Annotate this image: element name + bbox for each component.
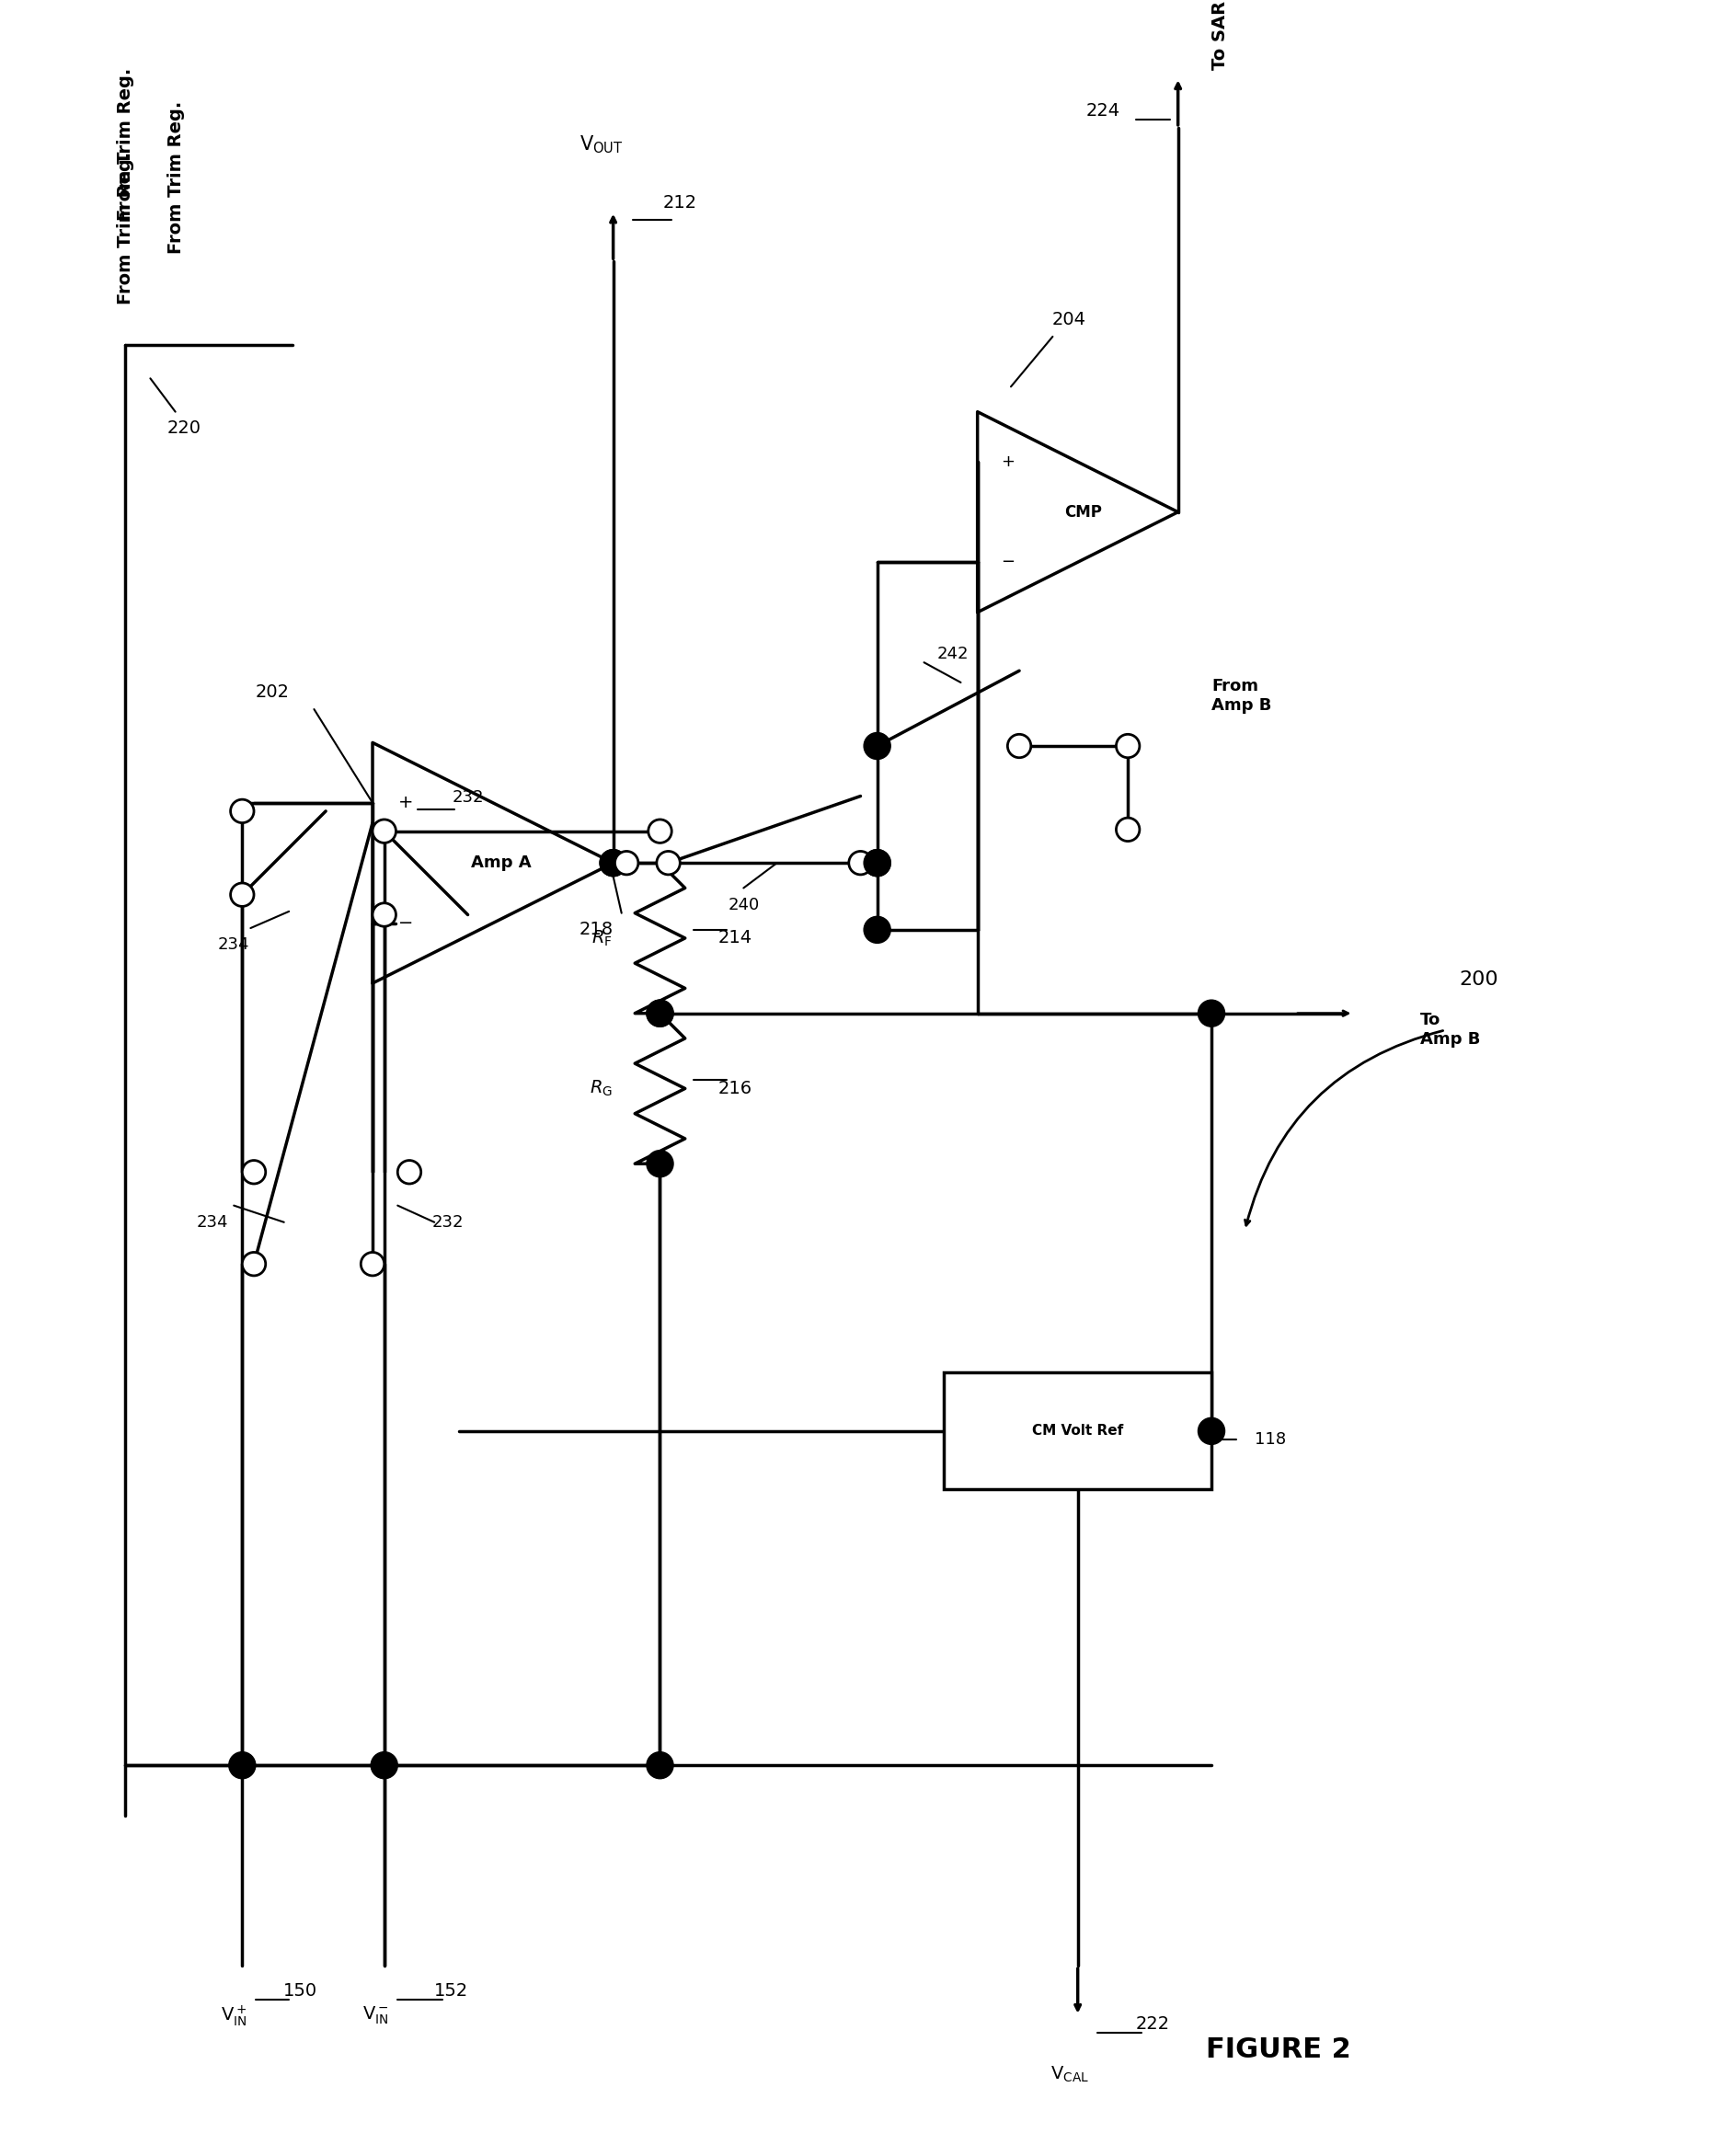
Text: V$_{\rm IN}^+$: V$_{\rm IN}^+$ bbox=[220, 2003, 246, 2029]
Text: 202: 202 bbox=[255, 683, 289, 701]
Text: From
Amp B: From Amp B bbox=[1212, 677, 1272, 714]
Text: 152: 152 bbox=[434, 1981, 468, 1999]
Text: From Trim Reg.: From Trim Reg. bbox=[117, 69, 134, 220]
Circle shape bbox=[243, 1253, 265, 1276]
Circle shape bbox=[601, 849, 626, 875]
Text: CM Volt Ref: CM Volt Ref bbox=[1033, 1425, 1124, 1438]
Circle shape bbox=[864, 849, 890, 875]
Circle shape bbox=[1198, 1419, 1225, 1445]
Text: 232: 232 bbox=[453, 789, 484, 806]
Circle shape bbox=[1198, 1000, 1225, 1026]
Circle shape bbox=[361, 1253, 384, 1276]
Text: 200: 200 bbox=[1459, 970, 1499, 990]
Text: 150: 150 bbox=[284, 1981, 318, 1999]
Text: 214: 214 bbox=[718, 929, 752, 946]
Circle shape bbox=[864, 733, 890, 759]
Circle shape bbox=[372, 1753, 398, 1779]
Text: 234: 234 bbox=[196, 1214, 227, 1231]
Text: From Trim Reg.: From Trim Reg. bbox=[117, 151, 134, 304]
Text: R$_{\rm G}$: R$_{\rm G}$ bbox=[590, 1078, 613, 1097]
Text: 240: 240 bbox=[728, 897, 759, 912]
Circle shape bbox=[657, 852, 680, 875]
Text: 216: 216 bbox=[718, 1080, 752, 1097]
Circle shape bbox=[647, 1151, 673, 1177]
Circle shape bbox=[1117, 735, 1139, 757]
Text: V$_{\rm OUT}$: V$_{\rm OUT}$ bbox=[580, 134, 623, 155]
Text: 220: 220 bbox=[167, 420, 201, 438]
Text: V$_{\rm IN}^-$: V$_{\rm IN}^-$ bbox=[363, 2005, 389, 2027]
Text: 222: 222 bbox=[1136, 2016, 1170, 2033]
Text: 232: 232 bbox=[432, 1214, 463, 1231]
Circle shape bbox=[243, 1160, 265, 1184]
Circle shape bbox=[372, 819, 396, 843]
Text: 212: 212 bbox=[663, 194, 697, 211]
Text: 218: 218 bbox=[580, 921, 614, 938]
Text: 234: 234 bbox=[219, 936, 250, 953]
Text: +: + bbox=[398, 793, 413, 811]
Circle shape bbox=[1117, 817, 1139, 841]
Text: From Trim Reg.: From Trim Reg. bbox=[167, 101, 184, 254]
Text: −: − bbox=[1000, 554, 1014, 571]
Circle shape bbox=[647, 1753, 673, 1779]
FancyBboxPatch shape bbox=[945, 1373, 1212, 1490]
Circle shape bbox=[866, 735, 890, 757]
Circle shape bbox=[601, 849, 626, 875]
Text: To SAR: To SAR bbox=[1212, 2, 1229, 71]
Circle shape bbox=[231, 800, 255, 824]
Circle shape bbox=[229, 1753, 256, 1779]
Text: 242: 242 bbox=[936, 647, 969, 662]
Text: −: − bbox=[399, 914, 413, 931]
Circle shape bbox=[398, 1160, 422, 1184]
Text: Amp A: Amp A bbox=[472, 854, 532, 871]
Circle shape bbox=[649, 819, 671, 843]
Text: V$_{\rm CAL}$: V$_{\rm CAL}$ bbox=[1050, 2065, 1089, 2085]
Circle shape bbox=[614, 852, 638, 875]
Text: 118: 118 bbox=[1255, 1432, 1286, 1447]
Text: R$_{\rm F}$: R$_{\rm F}$ bbox=[590, 929, 613, 949]
Circle shape bbox=[647, 1000, 673, 1026]
Circle shape bbox=[647, 1000, 673, 1026]
Text: 204: 204 bbox=[1052, 310, 1086, 328]
Circle shape bbox=[848, 852, 873, 875]
Text: To
Amp B: To Amp B bbox=[1420, 1011, 1480, 1048]
Circle shape bbox=[864, 849, 890, 875]
Text: CMP: CMP bbox=[1064, 505, 1101, 520]
Circle shape bbox=[231, 884, 255, 906]
Circle shape bbox=[864, 916, 890, 942]
Circle shape bbox=[1007, 735, 1031, 757]
Text: +: + bbox=[1000, 453, 1014, 470]
Text: FIGURE 2: FIGURE 2 bbox=[1206, 2035, 1351, 2063]
Text: 224: 224 bbox=[1086, 101, 1120, 121]
Circle shape bbox=[372, 903, 396, 927]
